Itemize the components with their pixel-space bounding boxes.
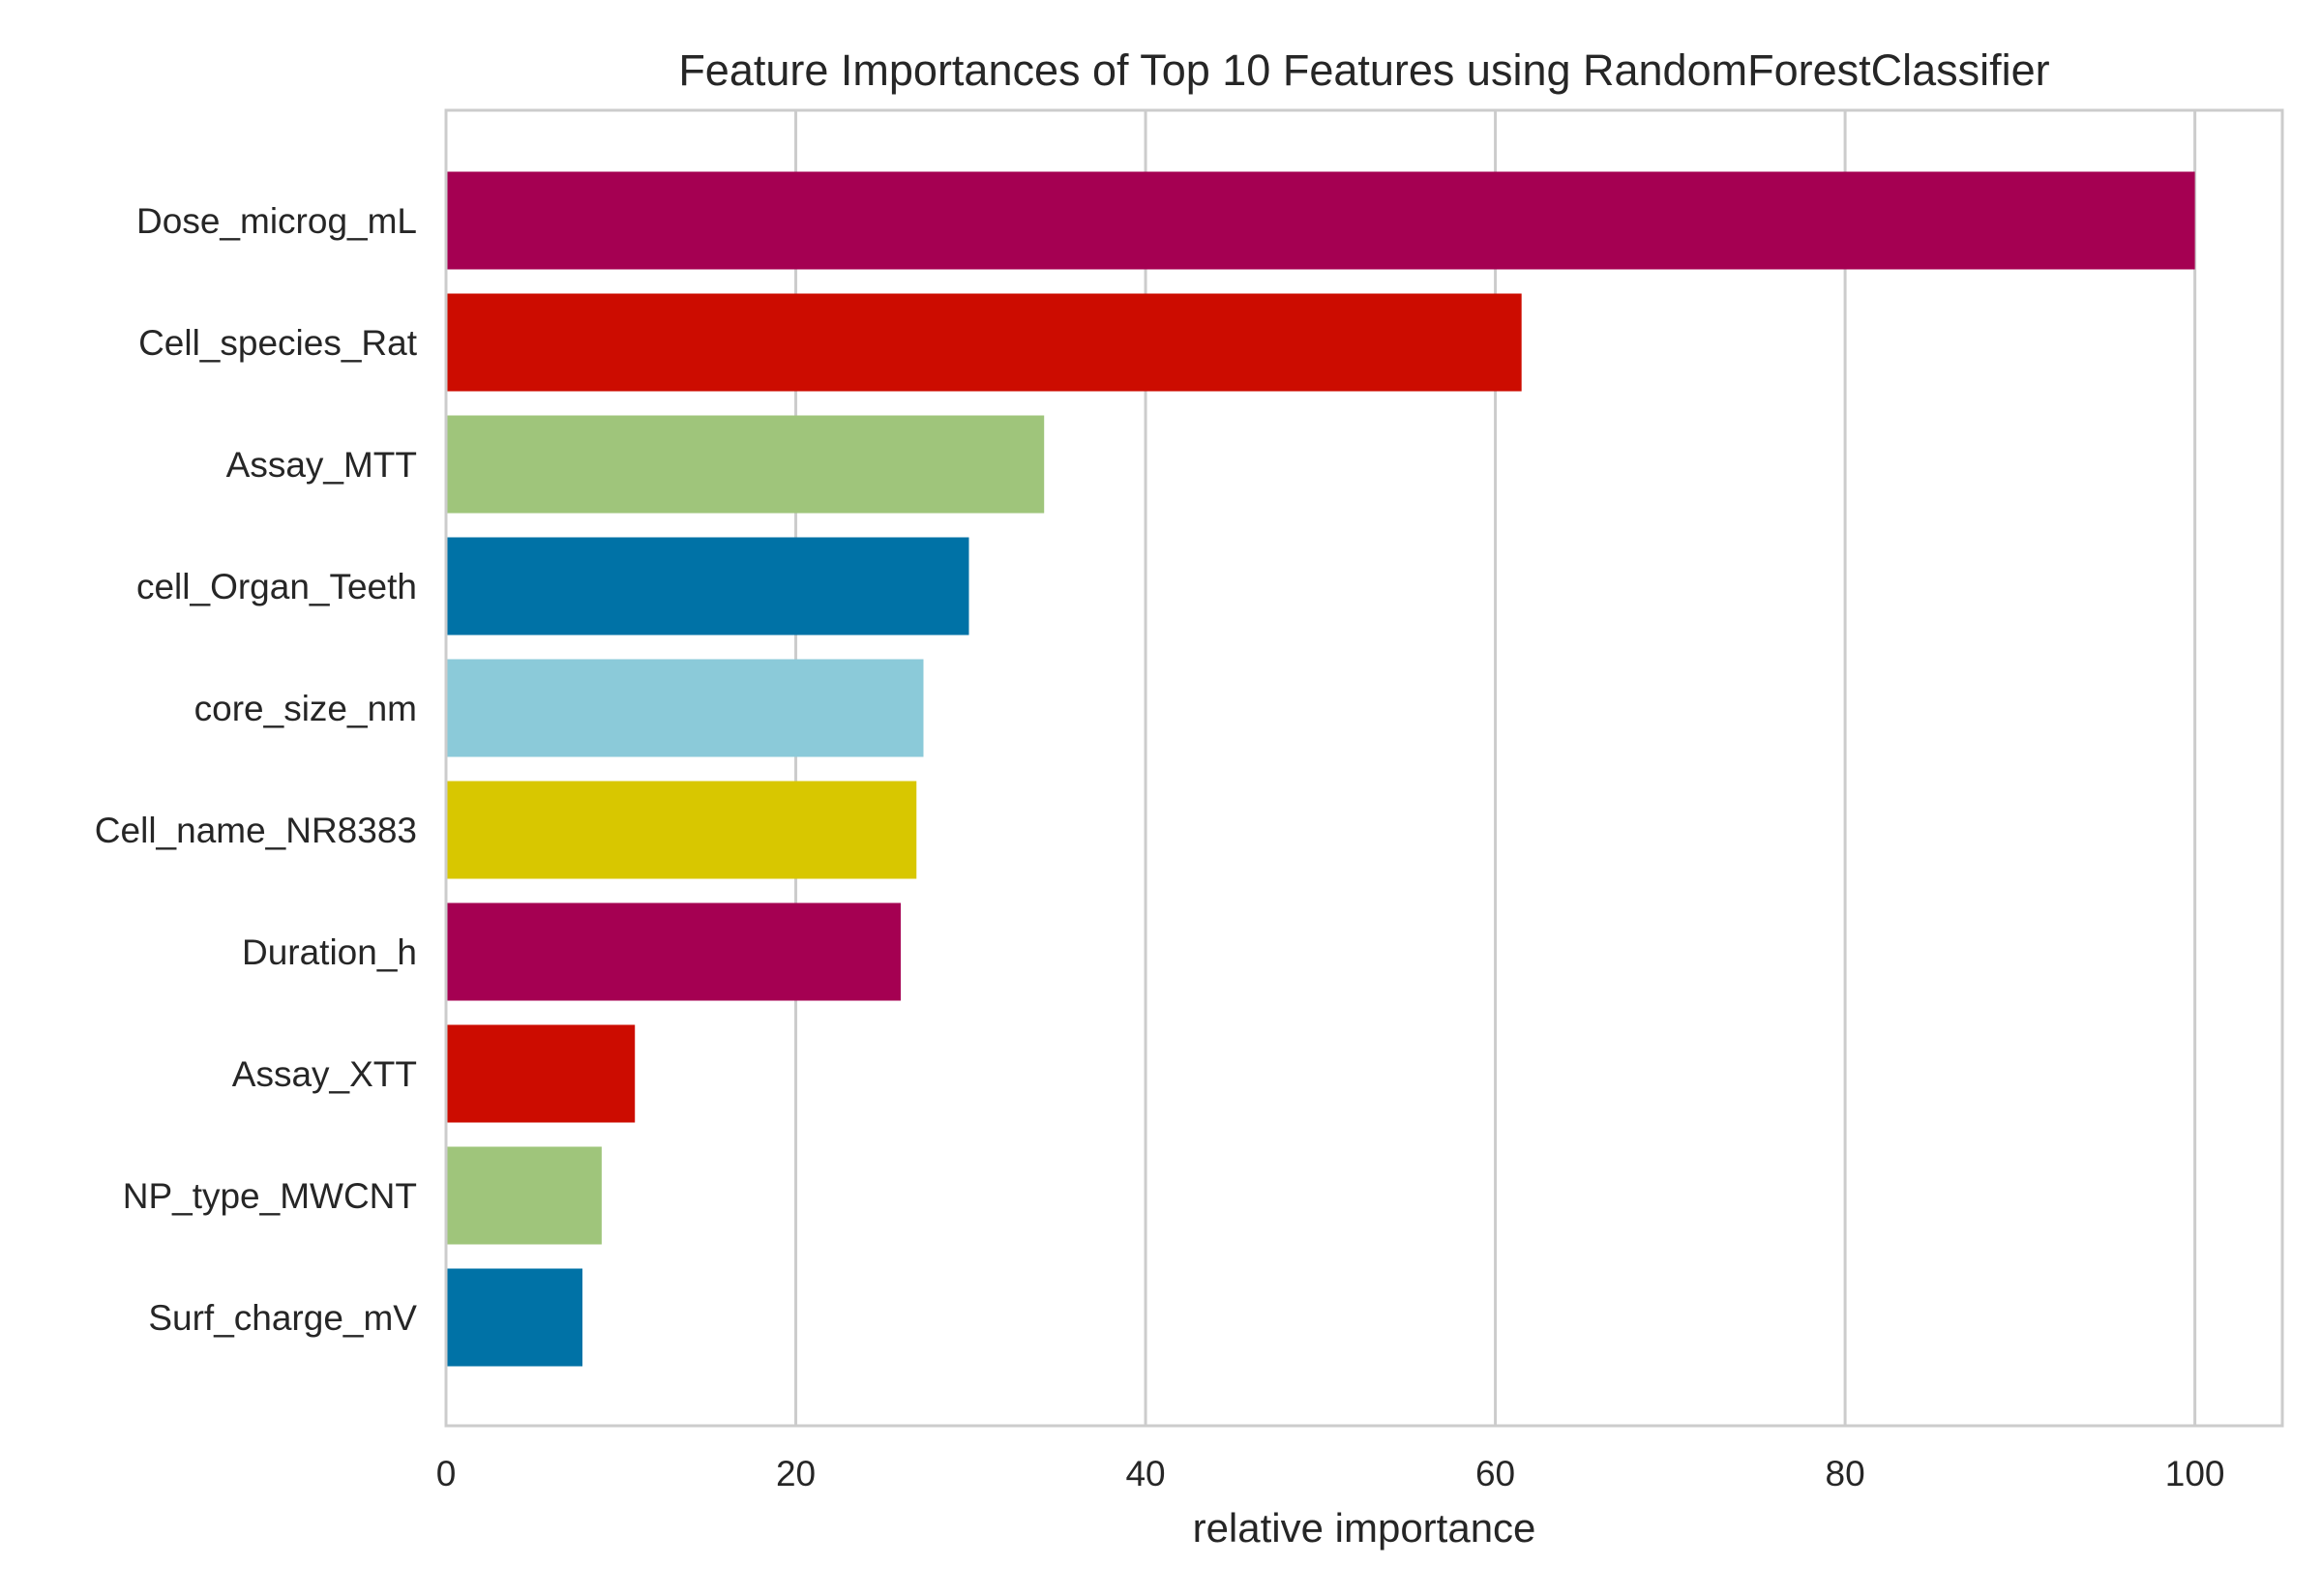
y-tick-label: Assay_XTT xyxy=(232,1054,417,1094)
bar-cell-name-nr8383 xyxy=(447,781,917,879)
bar-cell-organ-teeth xyxy=(447,537,969,635)
x-tick-label: 80 xyxy=(1826,1454,1865,1493)
x-tick-label: 40 xyxy=(1125,1454,1165,1493)
y-tick-label: Duration_h xyxy=(242,932,417,972)
y-tick-label: Surf_charge_mV xyxy=(148,1298,417,1338)
x-tick-label: 20 xyxy=(776,1454,816,1493)
bar-surf-charge-mv xyxy=(447,1268,582,1367)
y-tick-label: core_size_nm xyxy=(194,689,417,728)
y-tick-labels: Dose_microg_mL Cell_species_Rat Assay_MTTc… xyxy=(95,201,418,1338)
bar-assay-xtt xyxy=(447,1024,636,1123)
x-axis-label: relative importance xyxy=(1193,1505,1536,1551)
bar-core-size-nm xyxy=(447,659,924,757)
x-tick-label: 100 xyxy=(2165,1454,2225,1493)
bar-duration-h xyxy=(447,902,901,1001)
plot-frame xyxy=(444,108,2284,1428)
bar-dose-microg-ml xyxy=(447,171,2195,270)
bars xyxy=(447,171,2195,1367)
y-tick-label: Dose_microg_mL xyxy=(136,201,417,241)
y-tick-label: NP_type_MWCNT xyxy=(123,1176,417,1216)
bar-np-type-mwcnt xyxy=(447,1146,602,1245)
y-tick-label: Assay_MTT xyxy=(226,445,417,485)
x-tick-labels: 0 20 40 60 80 100 xyxy=(436,1454,2225,1493)
bar-cell-species-rat xyxy=(447,293,1522,392)
y-tick-label: Cell_name_NR8383 xyxy=(95,811,417,850)
y-tick-label: cell_Organ_Teeth xyxy=(136,567,417,606)
x-tick-label: 60 xyxy=(1475,1454,1515,1493)
y-tick-label: Cell_species_Rat xyxy=(138,323,418,363)
chart-title: Feature Importances of Top 10 Features u… xyxy=(678,45,2049,95)
x-tick-label: 0 xyxy=(436,1454,457,1493)
bar-assay-mtt xyxy=(447,415,1045,514)
